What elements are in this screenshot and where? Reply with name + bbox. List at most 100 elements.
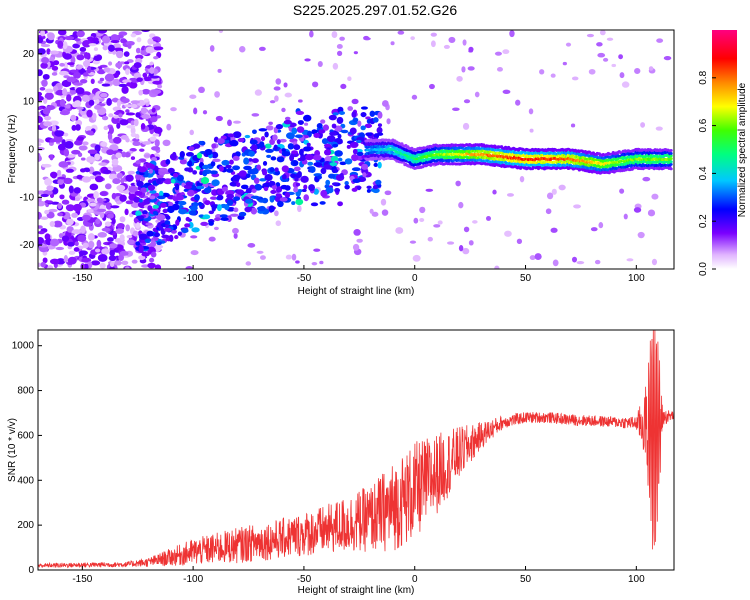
spectrogram-cell — [75, 65, 83, 70]
spectrogram-cell — [51, 124, 57, 132]
spectrogram-cell — [38, 111, 42, 117]
spectrogram-cell — [108, 243, 118, 249]
spectrogram-cell — [373, 162, 379, 167]
spectrogram-cell — [357, 120, 362, 127]
spectrogram-cell — [107, 237, 114, 242]
spectrogram-cell — [108, 126, 114, 135]
spectrogram-cell — [248, 150, 255, 157]
spectrogram-cell — [586, 33, 595, 38]
spectrogram-cell — [346, 144, 351, 149]
spectrogram-cell — [43, 189, 53, 196]
spectrogram-cell — [339, 161, 347, 166]
spectrogram-cell — [135, 47, 141, 54]
spectrogram-cell — [74, 241, 79, 247]
spectrogram-cell — [301, 188, 307, 193]
spectrogram-cell — [516, 238, 523, 245]
spectrogram-cell — [270, 189, 277, 194]
spectrogram-cell — [336, 50, 343, 57]
spectrogram-cell — [139, 148, 145, 152]
spectrogram-cell — [244, 206, 252, 213]
spectrogram-cell — [107, 132, 113, 141]
spectrogram-cell — [344, 158, 353, 165]
spectrogram-cell — [202, 164, 210, 170]
spectrogram-cell — [409, 240, 417, 244]
spectrogram-cell — [113, 136, 122, 144]
spectrogram-cell — [351, 98, 359, 105]
spectrogram-cell — [51, 65, 59, 71]
spectrogram-cell — [57, 179, 64, 185]
spectrogram-cell — [82, 39, 92, 48]
spectrogram-cell — [250, 144, 258, 152]
spectrogram-cell — [167, 202, 174, 207]
spectrogram-cell — [225, 164, 232, 169]
x-tick-label: 0 — [412, 273, 418, 284]
spectrogram-cell — [274, 95, 279, 102]
spectrogram-cell — [233, 207, 239, 213]
spectrogram-cell — [336, 116, 344, 124]
spectrogram-cell — [251, 168, 259, 175]
spectrogram-cell — [300, 175, 309, 183]
spectrogram-cell — [45, 88, 54, 93]
spectrogram-cell — [149, 190, 157, 194]
spectrogram-cell — [170, 229, 177, 234]
spectrogram-cell — [274, 210, 279, 217]
spectrogram-cell — [62, 41, 68, 50]
snr-y-ticks: 0 200 400 600 800 1000 — [12, 341, 42, 576]
spectrogram-cell — [279, 197, 288, 202]
spectrogram-cell — [134, 133, 140, 140]
spectrogram-cell — [119, 216, 126, 223]
spectrogram-cell — [232, 227, 239, 234]
spectrogram-cell — [44, 200, 53, 204]
spectrogram-cell — [163, 178, 173, 185]
spectrogram-cell — [119, 250, 129, 256]
spectrogram-cell — [185, 216, 190, 222]
spectrogram-cell — [351, 154, 359, 162]
spectrogram-cell — [433, 224, 441, 228]
spectrogram-cell — [284, 116, 291, 121]
spectrogram-cell — [99, 262, 106, 269]
spectrogram-cell — [381, 209, 389, 216]
spectrogram-cell — [264, 173, 273, 182]
spectrogram-cell — [196, 185, 205, 190]
spectrogram-cell — [59, 194, 65, 200]
spectrogram-cell — [145, 65, 152, 69]
spectrogram-cell — [188, 146, 195, 152]
spectrogram-cell — [437, 220, 443, 225]
spectrogram-cell — [303, 114, 312, 122]
spectrogram-cell — [251, 158, 259, 164]
spectrogram-cell — [121, 260, 129, 265]
spectrogram-cell — [145, 222, 153, 226]
spectrogram-cell — [136, 180, 144, 187]
spectrogram-cell — [443, 44, 450, 49]
spectrogram-cell — [360, 106, 368, 110]
spectrogram-cell — [179, 151, 185, 158]
spectrogram-cell — [250, 207, 258, 215]
spectrogram-cell — [191, 227, 200, 233]
spectrogram-cell — [154, 264, 162, 269]
spectrogram-cell — [100, 141, 108, 147]
spectrogram-cell — [290, 173, 297, 179]
spectrogram-cell — [209, 170, 218, 175]
spectrogram-cell — [130, 100, 141, 104]
spectrogram-cell — [295, 110, 305, 116]
spectrogram-cell — [310, 202, 319, 207]
spectrogram-cell — [347, 106, 354, 111]
spectrogram-cell — [325, 186, 334, 194]
spectrogram-cell — [121, 97, 130, 104]
spectrogram-cell — [216, 204, 222, 212]
spectrogram-cell — [81, 214, 91, 221]
spectrogram-cell — [140, 187, 147, 193]
spectrogram-cell — [211, 143, 217, 149]
spectrogram-cell — [59, 99, 66, 107]
spectrogram-cell — [229, 159, 234, 165]
spectrogram-cell — [295, 182, 301, 187]
spectrogram-cell — [176, 174, 184, 182]
spectrogram-cell — [202, 214, 211, 220]
spectrogram-cell — [101, 115, 109, 121]
spectrogram-cell — [316, 122, 323, 129]
spectrogram-cell — [245, 187, 253, 194]
spectrogram-cell — [97, 30, 108, 34]
spectrogram-cell — [174, 235, 179, 240]
spectrogram-cell — [94, 153, 101, 161]
spectrogram-cell — [79, 78, 88, 84]
